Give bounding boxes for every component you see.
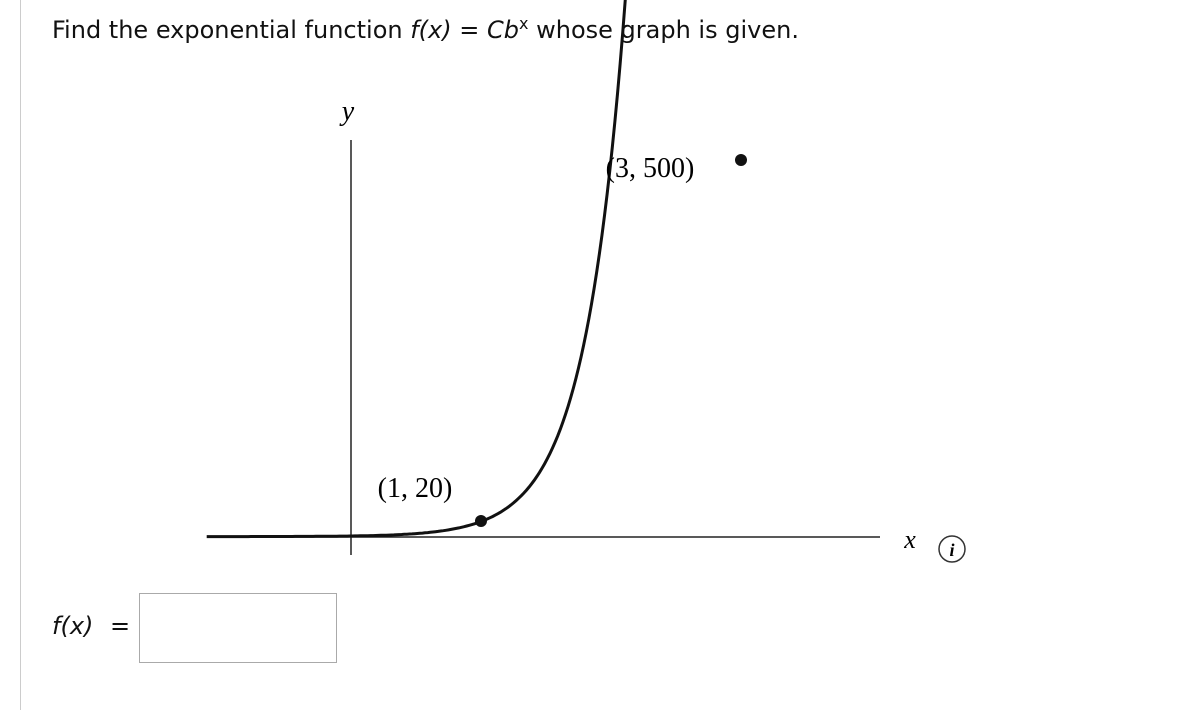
answer-input[interactable] — [139, 593, 337, 663]
curve — [206, 0, 627, 539]
question-exponent: x — [519, 14, 529, 33]
answer-equals: = — [110, 612, 131, 640]
point-marker — [735, 154, 747, 166]
question-form: Cb — [487, 16, 520, 44]
left-border — [20, 0, 21, 710]
y-axis-label: y — [339, 96, 355, 127]
question: Find the exponential function f(x) = Cbx… — [52, 14, 799, 44]
point-marker — [475, 515, 487, 527]
info-icon[interactable] — [938, 535, 966, 563]
point-label: (1, 20) — [378, 473, 453, 504]
info-icon-text[interactable]: i — [949, 540, 954, 560]
question-equals: = — [459, 16, 480, 44]
x-axis-label: x — [903, 525, 916, 554]
question-function: f(x) — [410, 16, 452, 44]
question-prefix: Find the exponential function — [52, 16, 403, 44]
point-label: (3, 500) — [606, 153, 695, 184]
question-suffix: whose graph is given. — [536, 16, 799, 44]
answer-label: f(x) — [52, 612, 94, 640]
